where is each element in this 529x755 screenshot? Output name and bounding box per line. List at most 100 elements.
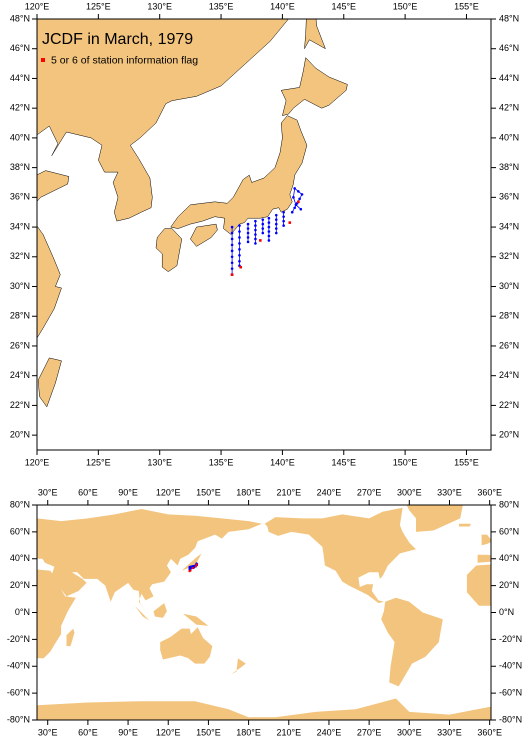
x-tick-label: 30°E bbox=[38, 727, 58, 737]
x-tick-label: 180°E bbox=[236, 487, 261, 497]
map-title: JCDF in March, 1979 bbox=[42, 31, 193, 48]
x-tick-label: 155°E bbox=[454, 1, 479, 11]
y-tick-label: 28°N bbox=[10, 311, 30, 321]
station bbox=[230, 261, 234, 265]
station bbox=[293, 187, 296, 190]
land bbox=[183, 613, 209, 626]
station bbox=[238, 248, 241, 251]
x-tick-label: 150°E bbox=[393, 457, 418, 467]
y-tick-label: 30°N bbox=[499, 281, 519, 291]
flagged-station bbox=[297, 200, 300, 204]
x-tick-label: 330°E bbox=[437, 727, 462, 737]
flagged-station bbox=[189, 569, 192, 572]
station bbox=[274, 213, 278, 217]
station bbox=[246, 236, 250, 239]
land bbox=[458, 523, 471, 527]
land bbox=[481, 534, 491, 546]
y-tick-label: -80°N bbox=[7, 714, 30, 724]
y-tick-label: 48°N bbox=[10, 13, 30, 23]
station bbox=[254, 219, 257, 223]
station bbox=[238, 236, 241, 239]
y-tick-label: -60°N bbox=[7, 688, 30, 698]
land bbox=[231, 658, 246, 675]
x-tick-label: 300°E bbox=[397, 487, 422, 497]
flagged-station bbox=[239, 265, 242, 269]
station bbox=[267, 239, 271, 242]
y-tick-label: 40°N bbox=[499, 553, 519, 563]
land bbox=[466, 564, 491, 606]
x-tick-label: 360°E bbox=[477, 487, 502, 497]
land bbox=[37, 357, 62, 408]
y-tick-label: -40°N bbox=[7, 661, 30, 671]
y-tick-label: 40°N bbox=[10, 132, 30, 142]
y-tick-label: 44°N bbox=[499, 73, 519, 83]
station bbox=[299, 207, 303, 211]
land bbox=[304, 19, 326, 50]
y-tick-label: -20°N bbox=[499, 634, 522, 644]
station bbox=[300, 193, 304, 196]
y-tick-label: 80°N bbox=[10, 499, 30, 509]
x-tick-label: 240°E bbox=[317, 727, 342, 737]
y-tick-label: 40°N bbox=[499, 132, 519, 142]
flagged-station bbox=[230, 273, 234, 276]
station bbox=[267, 234, 271, 238]
y-tick-label: 32°N bbox=[499, 251, 519, 261]
y-tick-label: 0°N bbox=[15, 607, 30, 617]
y-tick-label: 26°N bbox=[10, 340, 30, 350]
station bbox=[267, 225, 271, 229]
station bbox=[230, 237, 234, 241]
land bbox=[280, 57, 348, 116]
station bbox=[246, 222, 250, 226]
y-tick-label: 22°N bbox=[499, 400, 519, 410]
station bbox=[254, 237, 257, 241]
station bbox=[292, 196, 295, 199]
flagged-station bbox=[194, 565, 197, 568]
station bbox=[230, 225, 234, 229]
global-map bbox=[37, 505, 491, 720]
station bbox=[282, 215, 285, 218]
station bbox=[238, 259, 241, 263]
y-tick-label: 30°N bbox=[10, 281, 30, 291]
x-tick-label: 270°E bbox=[357, 727, 382, 737]
x-tick-label: 135°E bbox=[209, 1, 234, 11]
y-tick-label: 28°N bbox=[499, 311, 519, 321]
x-tick-label: 270°E bbox=[357, 487, 382, 497]
y-tick-label: 42°N bbox=[10, 103, 30, 113]
station bbox=[246, 227, 250, 230]
y-tick-label: 38°N bbox=[499, 162, 519, 172]
y-tick-label: 0°N bbox=[499, 607, 514, 617]
regional-frame bbox=[36, 18, 492, 451]
x-tick-label: 120°E bbox=[156, 487, 181, 497]
legend-label: 5 or 6 of station information flag bbox=[51, 54, 198, 66]
x-tick-label: 330°E bbox=[437, 487, 462, 497]
flagged-station bbox=[191, 567, 194, 570]
land bbox=[66, 628, 75, 647]
land bbox=[37, 569, 76, 659]
global-frame bbox=[36, 504, 492, 721]
y-tick-label: 36°N bbox=[499, 192, 519, 202]
x-tick-label: 125°E bbox=[86, 457, 111, 467]
y-tick-label: 46°N bbox=[10, 43, 30, 53]
station bbox=[261, 227, 265, 230]
y-tick-label: 26°N bbox=[499, 340, 519, 350]
x-tick-label: 360°E bbox=[477, 727, 502, 737]
y-tick-label: 24°N bbox=[10, 370, 30, 380]
x-tick-label: 120°E bbox=[25, 457, 50, 467]
station bbox=[238, 242, 241, 245]
y-tick-label: 40°N bbox=[10, 553, 30, 563]
land bbox=[37, 698, 491, 720]
x-tick-label: 120°E bbox=[25, 1, 50, 11]
x-tick-label: 300°E bbox=[397, 727, 422, 737]
station bbox=[254, 228, 257, 232]
station bbox=[238, 224, 241, 227]
x-tick-label: 150°E bbox=[393, 1, 418, 11]
y-tick-label: 34°N bbox=[499, 221, 519, 231]
land bbox=[477, 554, 491, 563]
land bbox=[134, 605, 150, 621]
y-tick-label: 48°N bbox=[499, 13, 519, 23]
station bbox=[230, 243, 234, 247]
x-tick-label: 90°E bbox=[118, 727, 138, 737]
land bbox=[381, 597, 443, 687]
